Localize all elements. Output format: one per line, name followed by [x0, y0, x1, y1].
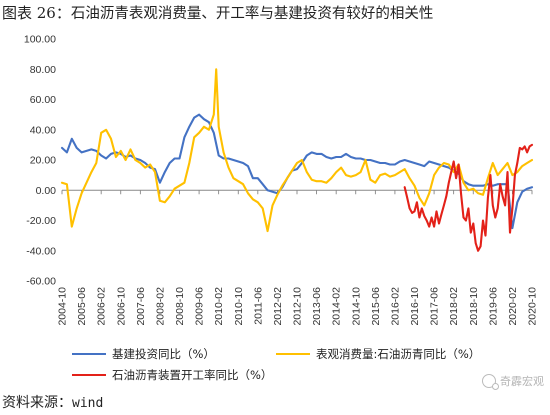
- x-tick-label: 2007-06: [135, 287, 147, 326]
- x-tick-label: 2008-10: [174, 287, 186, 326]
- wechat-icon: [482, 374, 499, 390]
- x-tick-label: 2008-02: [154, 287, 166, 326]
- figure-number: 图表 26：: [2, 4, 71, 22]
- y-tick-label: -60.00: [26, 276, 56, 288]
- x-tick-label: 2010-10: [233, 287, 245, 326]
- x-tick-label: 2015-06: [370, 287, 382, 326]
- legend-label: 石油沥青装置开工率同比（%）: [112, 368, 273, 382]
- series-line-operating-rate: [403, 143, 534, 252]
- y-tick-label: -20.00: [26, 215, 56, 227]
- legend-item-operating-rate: 石油沥青装置开工率同比（%）: [72, 367, 272, 383]
- source-value: wind: [72, 396, 104, 411]
- legend-swatch-yellow: [276, 352, 310, 356]
- chart-title: 图表 26：石油沥青表观消费量、开工率与基建投资有较好的相关性: [2, 2, 433, 23]
- x-tick-label: 2020-02: [507, 287, 519, 326]
- y-tick-label: 0.00: [36, 185, 57, 197]
- watermark: 奇霹宏观: [482, 373, 544, 390]
- title-text: 石油沥青表观消费量、开工率与基建投资有较好的相关性: [70, 6, 434, 22]
- x-tick-label: 2006-02: [96, 287, 108, 326]
- x-tick-label: 2004-10: [57, 287, 69, 326]
- x-tick-label: 2006-10: [115, 287, 127, 326]
- x-tick-label: 2016-02: [389, 287, 401, 326]
- x-tick-label: 2020-10: [527, 287, 539, 326]
- x-tick-label: 2014-10: [350, 287, 362, 326]
- y-tick-label: 80.00: [30, 64, 56, 76]
- line-chart: -60.00 -40.00 -20.00 0.00 20.00 40.00 60.00 80.…: [0, 26, 550, 346]
- x-tick-label: 2009-06: [194, 287, 206, 326]
- x-tick-label: 2014-02: [331, 287, 343, 326]
- x-tick-label: 2019-06: [487, 287, 499, 326]
- legend-label: 基建投资同比（%）: [112, 347, 215, 361]
- legend-swatch-blue: [72, 352, 106, 356]
- y-tick-label: 40.00: [30, 124, 56, 136]
- chart-canvas: -60.00 -40.00 -20.00 0.00 20.00 40.00 60.00 80.…: [24, 34, 539, 326]
- x-tick-label: 2016-10: [409, 287, 421, 326]
- legend-item-infrastructure: 基建投资同比（%）: [72, 346, 215, 362]
- x-tick-label: 2018-02: [448, 287, 460, 326]
- legend-item-consumption: 表观消费量:石油沥青同比（%）: [276, 346, 480, 362]
- chart-legend: 基建投资同比（%） 表观消费量:石油沥青同比（%） 石油沥青装置开工率同比（%）: [0, 346, 550, 386]
- x-tick-label: 2013-06: [311, 287, 323, 326]
- source-label: 资料来源：: [2, 395, 72, 411]
- y-tick-label: 20.00: [30, 155, 56, 167]
- legend-swatch-red: [72, 373, 106, 377]
- series-line-consumption: [60, 68, 534, 233]
- watermark-text: 奇霹宏观: [500, 375, 544, 388]
- x-tick-label: 2010-02: [213, 287, 225, 326]
- x-tick-label: 2012-10: [292, 287, 304, 326]
- y-tick-label: -40.00: [26, 245, 56, 257]
- y-tick-label: 100.00: [24, 34, 56, 46]
- x-tick-label: 2011-06: [252, 287, 264, 325]
- legend-label: 表观消费量:石油沥青同比（%）: [316, 347, 481, 361]
- x-tick-label: 2017-06: [429, 287, 441, 326]
- y-tick-label: 60.00: [30, 94, 56, 106]
- x-tick-label: 2018-10: [468, 287, 480, 326]
- x-tick-label: 2012-02: [272, 287, 284, 326]
- source-note: 资料来源：wind: [2, 392, 103, 412]
- x-tick-label: 2005-06: [76, 287, 88, 326]
